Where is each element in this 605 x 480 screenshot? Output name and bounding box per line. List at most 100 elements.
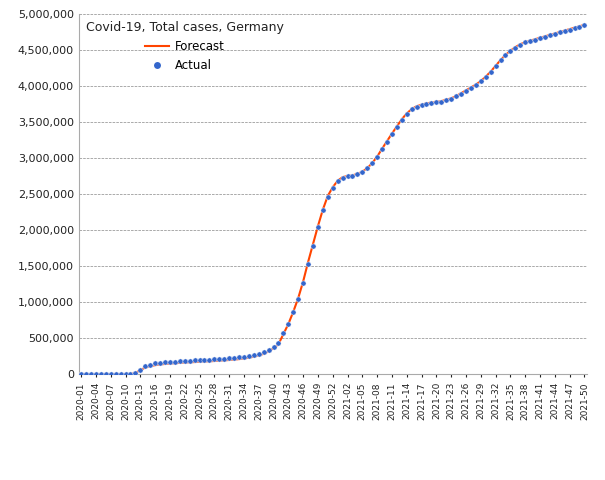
Point: [486, 68, 495, 76]
Point: [466, 84, 476, 92]
Point: [495, 57, 505, 64]
Point: [506, 48, 515, 55]
Point: [86, 371, 96, 378]
Point: [456, 90, 466, 97]
Point: [436, 98, 446, 106]
Point: [575, 23, 584, 31]
Point: [525, 37, 535, 45]
Point: [116, 371, 125, 378]
Point: [323, 192, 333, 201]
Point: [338, 174, 347, 182]
Point: [101, 371, 111, 378]
Point: [560, 27, 569, 35]
Point: [278, 329, 288, 337]
Point: [289, 308, 298, 316]
Point: [500, 51, 510, 59]
Point: [333, 178, 342, 185]
Point: [145, 361, 155, 369]
Point: [318, 206, 328, 214]
Point: [185, 357, 194, 365]
Point: [96, 371, 106, 378]
Point: [214, 355, 224, 363]
Point: [476, 78, 486, 85]
Point: [422, 100, 431, 108]
Point: [520, 39, 530, 47]
Point: [535, 34, 545, 42]
Point: [407, 106, 416, 113]
Point: [308, 242, 318, 250]
Point: [264, 346, 273, 354]
Point: [471, 81, 481, 89]
Point: [328, 184, 338, 192]
Point: [580, 22, 589, 29]
Point: [461, 87, 471, 95]
Point: [342, 172, 352, 180]
Point: [106, 371, 116, 378]
Point: [284, 320, 293, 328]
Point: [254, 350, 264, 358]
Point: [427, 99, 436, 107]
Point: [564, 25, 574, 34]
Point: [165, 358, 175, 366]
Point: [378, 145, 387, 153]
Point: [131, 369, 140, 377]
Point: [555, 29, 564, 36]
Point: [293, 295, 303, 303]
Point: [150, 360, 160, 367]
Point: [81, 371, 91, 378]
Point: [234, 353, 244, 361]
Point: [175, 358, 185, 365]
Point: [397, 116, 407, 123]
Point: [451, 93, 461, 100]
Point: [387, 130, 397, 138]
Point: [515, 41, 525, 48]
Point: [298, 279, 308, 287]
Point: [120, 371, 130, 378]
Point: [239, 353, 249, 360]
Point: [269, 344, 278, 351]
Point: [160, 358, 170, 366]
Point: [491, 62, 500, 70]
Point: [180, 357, 189, 365]
Point: [244, 352, 253, 360]
Point: [190, 357, 200, 364]
Point: [313, 223, 323, 231]
Point: [136, 366, 145, 374]
Point: [511, 44, 520, 51]
Point: [446, 95, 456, 103]
Point: [76, 371, 86, 378]
Point: [111, 371, 120, 378]
Point: [273, 340, 283, 348]
Point: [204, 356, 214, 363]
Point: [392, 123, 402, 131]
Point: [481, 73, 491, 81]
Point: [126, 370, 136, 378]
Point: [91, 371, 101, 378]
Point: [353, 170, 362, 178]
Point: [412, 103, 422, 110]
Point: [195, 356, 204, 364]
Point: [431, 98, 441, 106]
Point: [362, 165, 372, 172]
Point: [155, 359, 165, 366]
Legend: Forecast, Actual: Forecast, Actual: [82, 18, 287, 76]
Point: [382, 138, 392, 146]
Point: [140, 363, 150, 371]
Point: [570, 24, 580, 32]
Point: [417, 101, 427, 109]
Point: [249, 351, 259, 359]
Point: [545, 32, 555, 39]
Point: [372, 153, 382, 161]
Point: [540, 33, 550, 41]
Point: [550, 30, 560, 38]
Point: [303, 260, 313, 268]
Point: [530, 36, 540, 44]
Point: [170, 358, 180, 365]
Point: [442, 96, 451, 104]
Point: [259, 348, 269, 356]
Point: [209, 356, 219, 363]
Point: [367, 159, 377, 168]
Point: [348, 172, 358, 180]
Point: [220, 355, 229, 362]
Point: [229, 354, 239, 361]
